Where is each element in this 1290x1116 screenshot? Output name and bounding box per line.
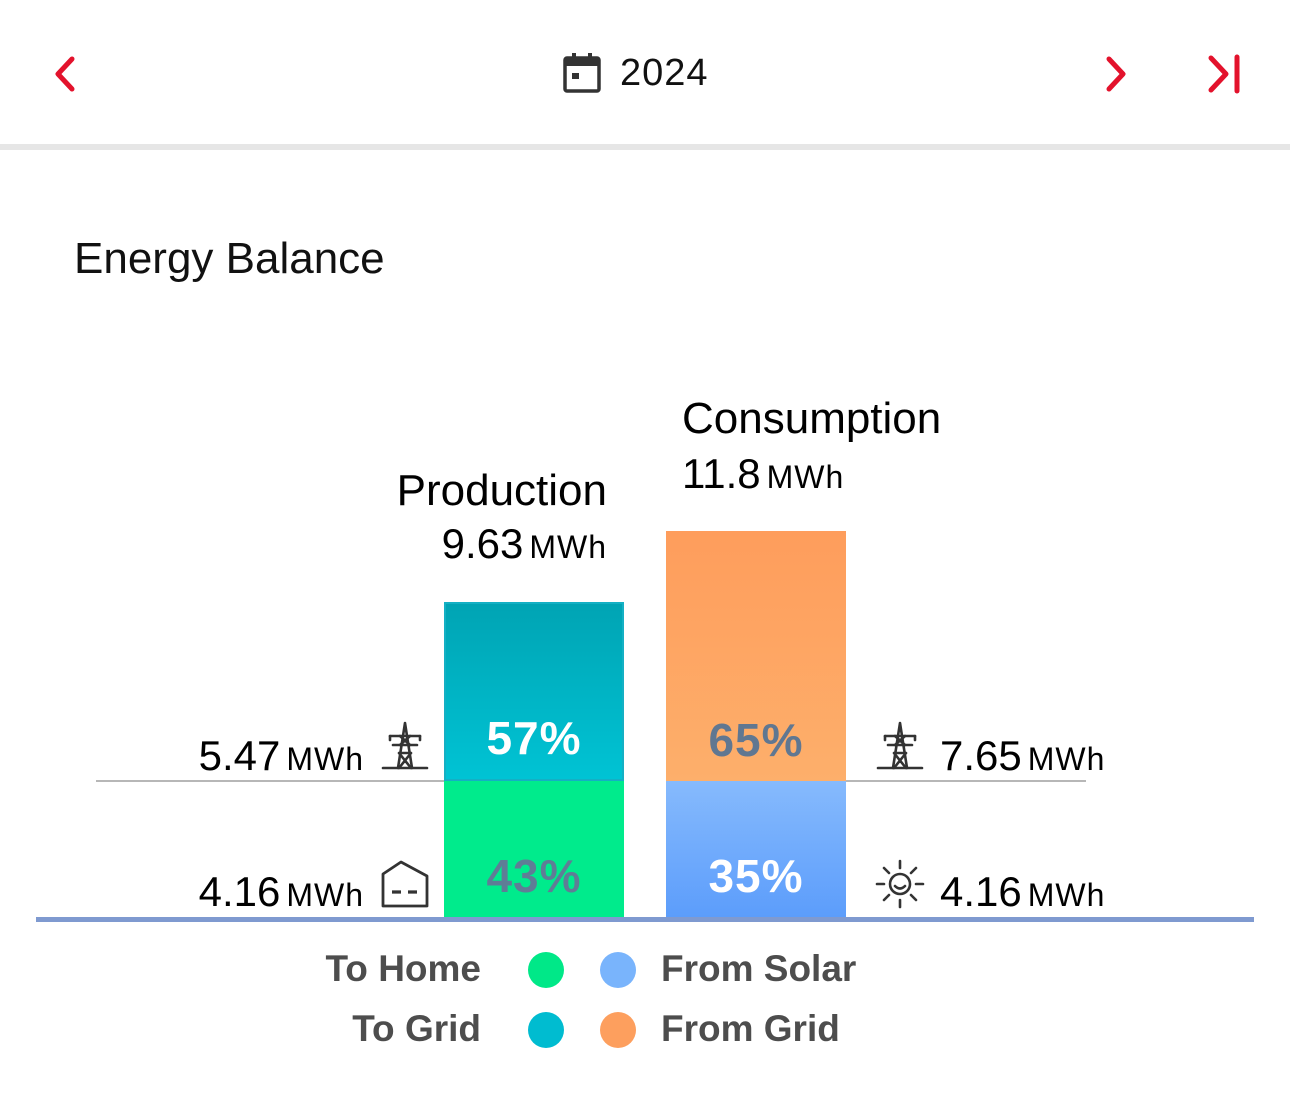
to-home-percent: 43% [486,850,582,902]
period-picker[interactable]: 2024 [560,48,709,98]
legend-to-home-label: To Home [325,948,481,989]
to-home-unit: MWh [286,877,364,913]
production-title: Production [396,466,607,515]
legend-from-grid-swatch [600,1012,636,1048]
sun-icon [875,859,925,909]
chart-baseline [36,917,1254,922]
date-navigation-header: 2024 [0,0,1290,145]
production-total-value: 9.63 [441,520,524,567]
year-label: 2024 [620,51,709,94]
card-title: Energy Balance [74,234,385,283]
power-tower-icon [876,721,924,770]
to-home-value-label: 4.16 MWh [199,868,364,916]
to-home-value: 4.16 [198,868,281,915]
next-period-button[interactable] [1085,44,1145,104]
from-solar-percent: 35% [708,850,804,902]
consumption-total-unit: MWh [766,459,845,495]
production-to-grid-segment: 57% [444,602,624,781]
chevron-left-icon [55,56,75,92]
consumption-title: Consumption [682,394,942,443]
from-solar-unit: MWh [1027,877,1106,913]
skip-to-end-icon [1208,54,1240,94]
legend-to-home-swatch [528,952,564,988]
from-grid-percent: 65% [708,713,804,766]
legend-to-grid-swatch [528,1012,564,1048]
from-grid-value-label: 7.65 MWh [940,732,1105,780]
chevron-right-icon [1106,56,1126,92]
from-grid-unit: MWh [1027,741,1106,777]
power-tower-icon [381,721,429,770]
consumption-total: 11.8 MWh [682,450,844,498]
legend-to-grid-label: To Grid [352,1008,481,1049]
legend-from-solar-label: From Solar [661,948,857,989]
legend-from-solar-swatch [600,952,636,988]
calendar-icon [563,53,601,93]
latest-period-button[interactable] [1192,44,1252,104]
production-total: 9.63 MWh [442,520,607,568]
to-grid-value-label: 5.47 MWh [199,732,364,780]
production-divider-line [96,780,444,782]
from-grid-value: 7.65 [940,732,1022,779]
to-grid-percent: 57% [486,711,582,764]
consumption-from-solar-segment: 35% [666,781,846,917]
to-grid-unit: MWh [286,741,364,777]
consumption-total-value: 11.8 [682,450,761,497]
to-grid-value: 5.47 [198,732,281,779]
from-solar-value: 4.16 [940,868,1022,915]
legend-from-grid-label: From Grid [661,1008,840,1049]
energy-balance-chart: Production 9.63 MWh Consumption 11.8 MWh 5… [0,380,1290,940]
consumption-from-grid-segment: 65% [666,530,846,781]
house-icon [381,860,429,908]
header-divider [0,144,1290,150]
from-solar-value-label: 4.16 MWh [940,868,1105,916]
consumption-divider-line [846,780,1086,782]
production-total-unit: MWh [529,529,607,565]
previous-period-button[interactable] [36,44,96,104]
production-to-home-segment: 43% [444,781,624,917]
